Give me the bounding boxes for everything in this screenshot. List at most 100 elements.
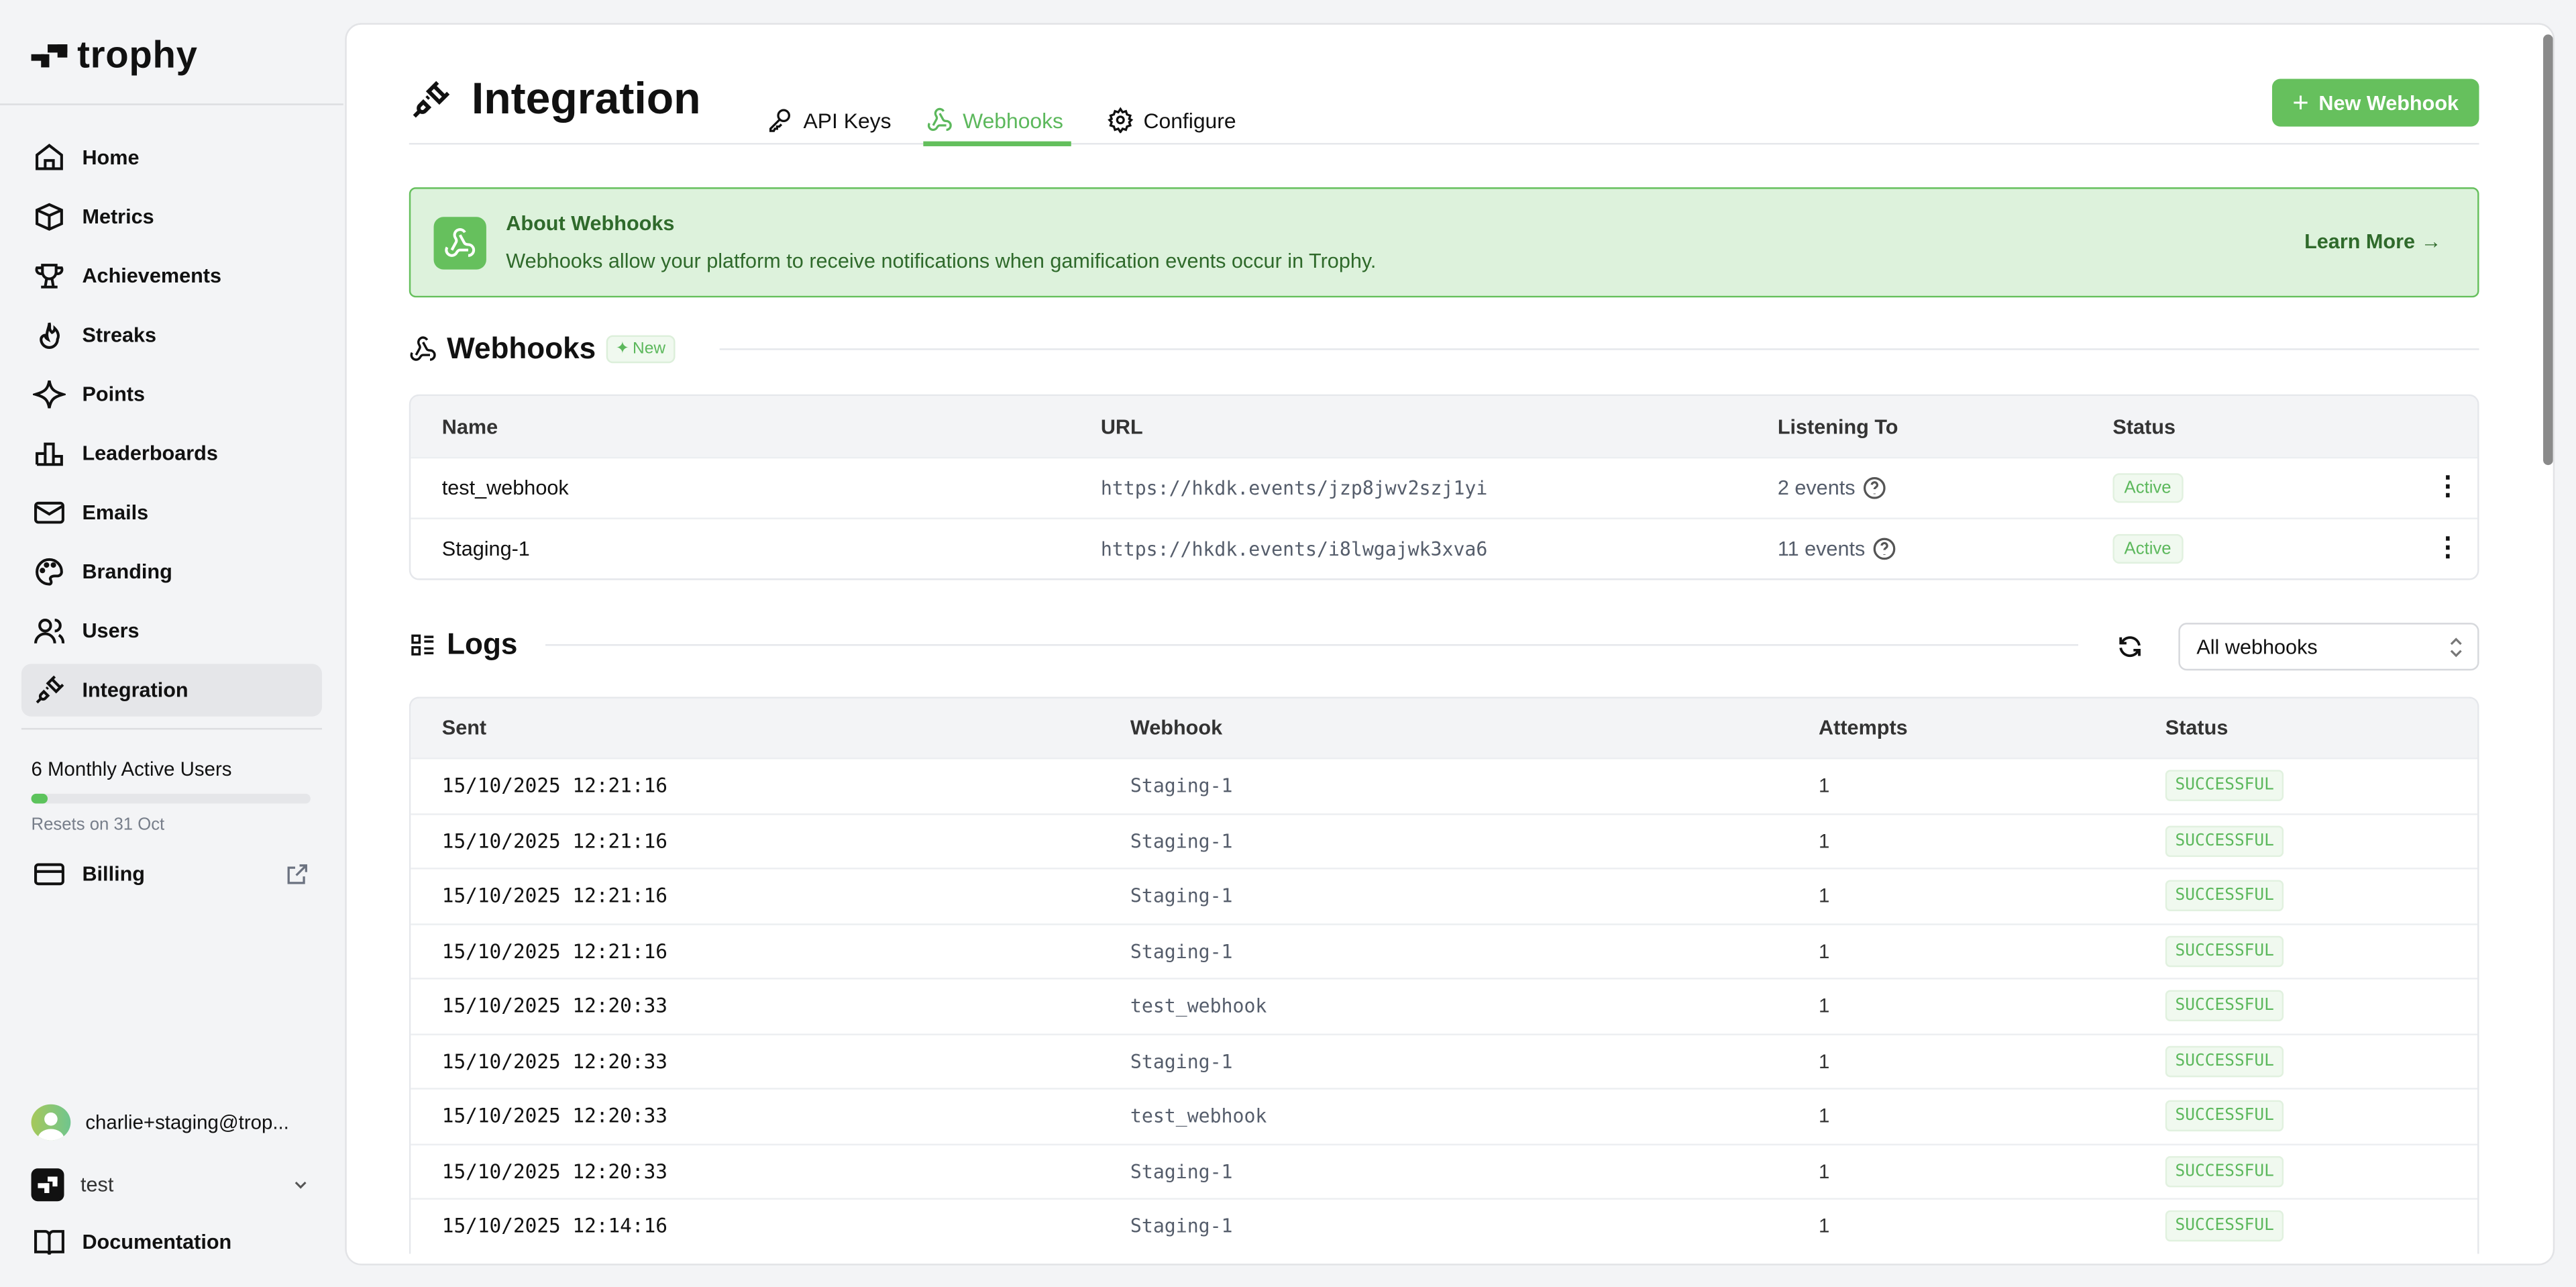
sidebar-item-metrics[interactable]: Metrics: [21, 191, 322, 243]
sidebar-item-achievements[interactable]: Achievements: [21, 250, 322, 302]
log-row[interactable]: 15/10/2025 12:21:16 Staging-1 1 SUCCESSF…: [411, 813, 2478, 868]
sidebar-item-branding[interactable]: Branding: [21, 546, 322, 598]
mau-reset: Resets on 31 Oct: [31, 815, 165, 835]
home-icon: [36, 144, 63, 170]
column-header: Attempts: [1819, 716, 1908, 740]
refresh-icon[interactable]: [2116, 633, 2144, 661]
tab-webhooks[interactable]: Webhooks: [926, 95, 1063, 144]
mail-icon: [34, 501, 64, 524]
sidebar-item-label: Branding: [82, 560, 172, 584]
user-email[interactable]: charlie+staging@trop...: [85, 1111, 289, 1134]
status-badge: Active: [2112, 533, 2183, 564]
log-webhook: Staging-1: [1130, 1215, 1233, 1238]
more-options-icon[interactable]: ⋮: [2434, 533, 2461, 562]
event-count: 11 events: [1777, 537, 1866, 561]
sidebar-item-leaderboards[interactable]: Leaderboards: [21, 427, 322, 480]
learn-more-link[interactable]: Learn More →: [2304, 229, 2442, 254]
listening-to: 11 events: [1778, 535, 1898, 562]
scrollbar[interactable]: [2543, 34, 2553, 466]
more-options-icon[interactable]: ⋮: [2434, 473, 2461, 501]
webhooks-table: Name URL Listening To Status test_webhook h…: [409, 394, 2479, 580]
billing-label: Billing: [82, 862, 146, 886]
podium-icon: [36, 442, 63, 466]
help-icon[interactable]: [1872, 535, 1898, 562]
avatar[interactable]: [31, 1104, 71, 1141]
workspace-switcher[interactable]: test: [31, 1167, 311, 1203]
webhook-url: https://hkdk.events/jzp8jwv2szj1yi: [1100, 476, 1488, 500]
tab-label: Webhooks: [963, 107, 1063, 133]
log-sent: 15/10/2025 12:20:33: [441, 1104, 667, 1128]
new-badge: ✦ New: [605, 335, 676, 364]
section-divider: [719, 348, 2479, 350]
log-row[interactable]: 15/10/2025 12:14:16 Staging-1 1 SUCCESSF…: [411, 1198, 2478, 1253]
log-row[interactable]: 15/10/2025 12:21:16 Staging-1 1 SUCCESSF…: [411, 757, 2478, 813]
sidebar-divider: [21, 727, 323, 730]
sidebar-item-home[interactable]: Home: [21, 132, 322, 184]
credit-card-icon: [34, 863, 64, 886]
sidebar-item-emails[interactable]: Emails: [21, 486, 322, 539]
status-badge: SUCCESSFUL: [2165, 880, 2284, 912]
section-title: Logs: [447, 627, 518, 661]
sidebar-item-points[interactable]: Points: [21, 368, 322, 421]
badge-label: New: [633, 340, 666, 358]
sidebar-item-label: Points: [82, 382, 146, 406]
log-attempts: 1: [1819, 1160, 1830, 1183]
log-row[interactable]: 15/10/2025 12:20:33 test_webhook 1 SUCCE…: [411, 1088, 2478, 1143]
sidebar-item-label: Emails: [82, 501, 149, 525]
log-row[interactable]: 15/10/2025 12:20:33 test_webhook 1 SUCCE…: [411, 978, 2478, 1033]
log-webhook: Staging-1: [1130, 884, 1233, 908]
sidebar-item-users[interactable]: Users: [21, 605, 322, 657]
log-row[interactable]: 15/10/2025 12:21:16 Staging-1 1 SUCCESSF…: [411, 923, 2478, 978]
status-badge: Active: [2112, 473, 2183, 503]
trophy-logo[interactable]: trophy: [31, 33, 198, 77]
workspace-name: test: [80, 1173, 114, 1196]
table-row[interactable]: Staging-1 https://hkdk.events/i8lwgajwk3…: [411, 517, 2478, 578]
sidebar-divider: [0, 103, 343, 105]
log-sent: 15/10/2025 12:21:16: [441, 939, 667, 963]
sidebar-item-billing[interactable]: Billing: [21, 848, 322, 900]
trophy-icon: [35, 264, 64, 289]
log-row[interactable]: 15/10/2025 12:20:33 Staging-1 1 SUCCESSF…: [411, 1033, 2478, 1088]
tab-api-keys[interactable]: API Keys: [767, 95, 892, 144]
log-sent: 15/10/2025 12:21:16: [441, 884, 667, 908]
tabs-divider: [409, 143, 2479, 145]
webhook-icon: [410, 336, 436, 361]
chevron-up-down-icon: [2450, 637, 2462, 657]
webhook-url: https://hkdk.events/i8lwgajwk3xva6: [1100, 537, 1488, 561]
trophy-logo-icon: [31, 43, 68, 67]
table-header: Sent Webhook Attempts Status: [411, 698, 2478, 758]
workspace-logo-icon: [31, 1168, 64, 1202]
new-webhook-button[interactable]: + New Webhook: [2271, 79, 2479, 127]
sparkle-icon: [32, 380, 66, 409]
table-header: Name URL Listening To Status: [411, 396, 2478, 457]
log-sent: 15/10/2025 12:21:16: [441, 829, 667, 853]
logs-table: Sent Webhook Attempts Status 15/10/2025 12:…: [409, 697, 2479, 1253]
flame-icon: [40, 322, 60, 349]
table-row[interactable]: test_webhook https://hkdk.events/jzp8jwv…: [411, 456, 2478, 518]
main-content: Integration API Keys Webhooks Configure …: [345, 23, 2555, 1266]
status-badge: SUCCESSFUL: [2165, 1155, 2284, 1187]
help-icon[interactable]: [1862, 475, 1888, 501]
webhooks-section-title: Webhooks ✦ New: [409, 332, 676, 366]
event-count: 2 events: [1777, 476, 1856, 500]
webhook-name: Staging-1: [441, 537, 530, 561]
status-badge: SUCCESSFUL: [2165, 825, 2284, 857]
sidebar-item-integration[interactable]: Integration: [21, 664, 323, 717]
webhook-icon: [927, 107, 952, 132]
column-header: Status: [2112, 415, 2176, 438]
mau-progress: [31, 793, 311, 804]
log-row[interactable]: 15/10/2025 12:20:33 Staging-1 1 SUCCESSF…: [411, 1143, 2478, 1198]
sidebar-item-documentation[interactable]: Documentation: [21, 1216, 322, 1268]
webhook-filter-select[interactable]: All webhooks: [2178, 623, 2479, 671]
about-webhooks-banner: About Webhooks Webhooks allow your platf…: [409, 187, 2479, 298]
section-title: Webhooks: [447, 331, 596, 365]
log-attempts: 1: [1819, 939, 1830, 963]
book-icon: [34, 1230, 64, 1255]
log-row[interactable]: 15/10/2025 12:21:16 Staging-1 1 SUCCESSF…: [411, 868, 2478, 923]
log-attempts: 1: [1819, 829, 1830, 853]
sidebar-item-label: Metrics: [82, 205, 154, 229]
sidebar-item-label: Leaderboards: [82, 442, 218, 466]
sidebar-item-streaks[interactable]: Streaks: [21, 309, 322, 361]
log-attempts: 1: [1819, 774, 1830, 798]
tab-configure[interactable]: Configure: [1108, 95, 1236, 144]
